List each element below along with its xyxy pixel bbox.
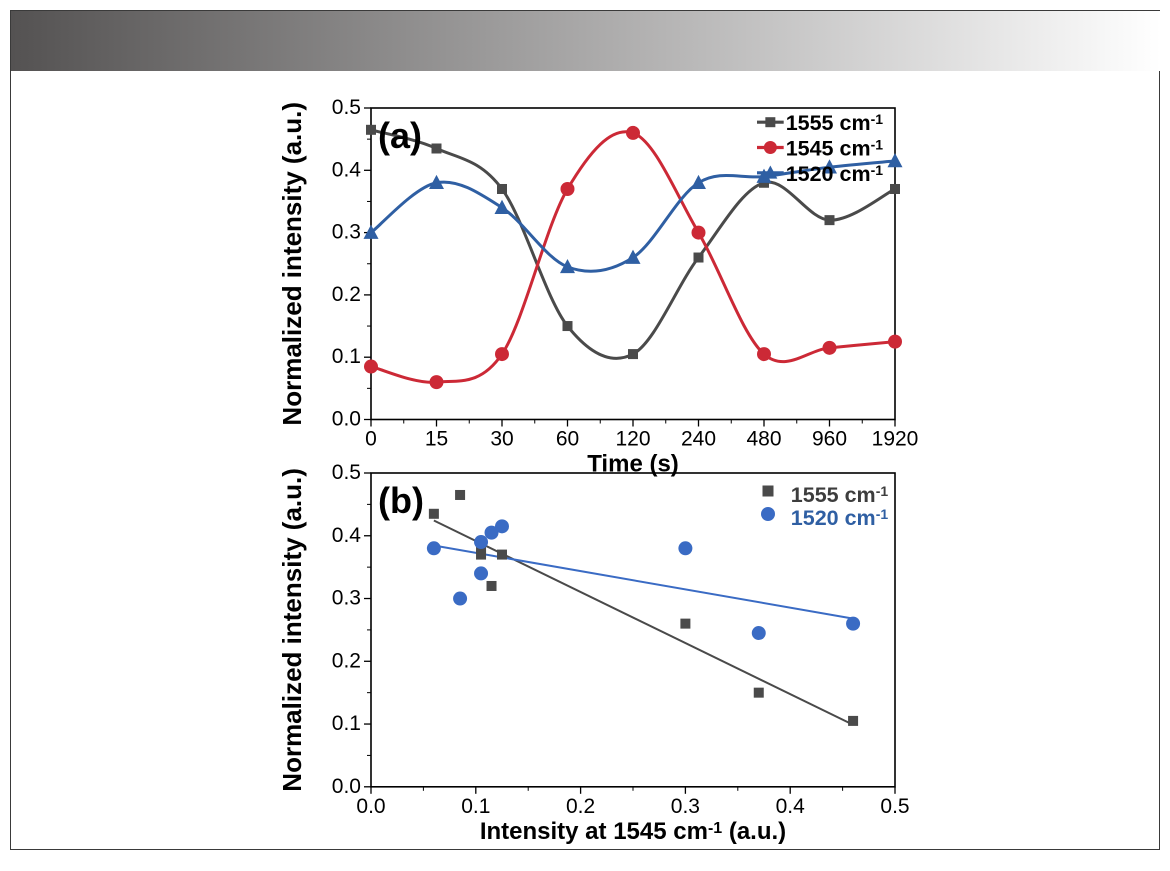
- svg-text:1520 cm-1: 1520 cm-1: [786, 162, 884, 186]
- svg-text:0: 0: [365, 428, 377, 451]
- svg-text:0.1: 0.1: [332, 712, 361, 735]
- svg-text:0.2: 0.2: [332, 283, 361, 306]
- svg-text:480: 480: [746, 428, 781, 451]
- svg-text:60: 60: [556, 428, 579, 451]
- svg-text:0.4: 0.4: [332, 158, 362, 181]
- svg-text:0.1: 0.1: [332, 345, 361, 368]
- svg-text:Intensity at 1545 cm-1 (a.u.): Intensity at 1545 cm-1 (a.u.): [480, 818, 786, 845]
- svg-text:0.0: 0.0: [356, 795, 385, 818]
- svg-text:960: 960: [812, 428, 847, 451]
- svg-text:Normalized intensity (a.u.): Normalized intensity (a.u.): [277, 102, 307, 426]
- svg-text:0.3: 0.3: [671, 795, 700, 818]
- svg-text:1555 cm-1: 1555 cm-1: [791, 483, 889, 507]
- svg-text:0.0: 0.0: [332, 408, 361, 431]
- svg-text:240: 240: [681, 428, 716, 451]
- svg-text:120: 120: [615, 428, 650, 451]
- svg-text:30: 30: [490, 428, 513, 451]
- svg-text:(b): (b): [378, 480, 424, 521]
- svg-text:0.1: 0.1: [461, 795, 490, 818]
- svg-text:0.3: 0.3: [332, 587, 361, 610]
- svg-text:1545 cm-1: 1545 cm-1: [786, 137, 884, 161]
- svg-text:0.3: 0.3: [332, 221, 361, 244]
- svg-text:0.2: 0.2: [332, 649, 361, 672]
- svg-text:1520 cm-1: 1520 cm-1: [791, 506, 889, 530]
- svg-text:0.2: 0.2: [566, 795, 595, 818]
- svg-text:0.4: 0.4: [332, 524, 362, 547]
- svg-text:0.5: 0.5: [332, 96, 361, 119]
- svg-text:15: 15: [425, 428, 448, 451]
- svg-text:0.4: 0.4: [776, 795, 806, 818]
- svg-text:0.5: 0.5: [880, 795, 909, 818]
- svg-text:1555 cm-1: 1555 cm-1: [786, 111, 884, 135]
- svg-text:1920: 1920: [872, 428, 919, 451]
- svg-text:0.5: 0.5: [332, 461, 361, 484]
- svg-text:(a): (a): [378, 115, 422, 156]
- svg-text:Normalized intensity (a.u.): Normalized intensity (a.u.): [277, 468, 307, 792]
